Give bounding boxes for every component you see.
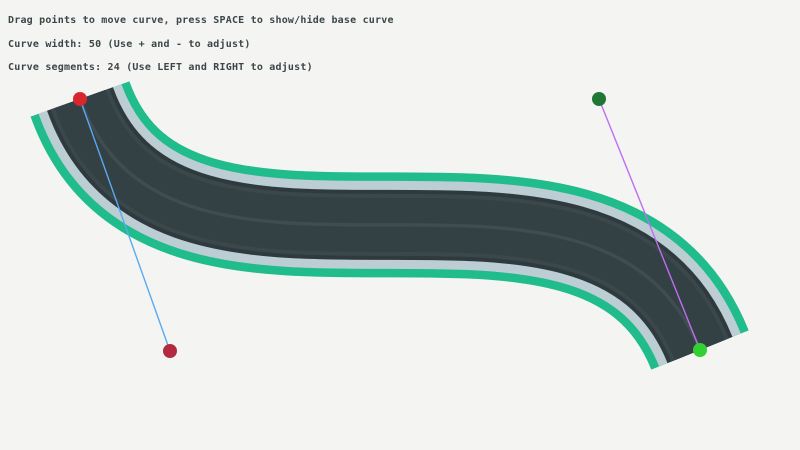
handle-line-start-control-1 <box>79 98 171 352</box>
instruction-drag-points: Drag points to move curve, press SPACE t… <box>8 15 394 26</box>
status-curve-segments: Curve segments: 24 (Use LEFT and RIGHT t… <box>8 62 313 73</box>
control-point-control-1[interactable] <box>163 344 177 358</box>
instructions-panel: Drag points to move curve, press SPACE t… <box>8 9 394 80</box>
control-point-start[interactable] <box>73 92 87 106</box>
control-point-end[interactable] <box>693 343 707 357</box>
road-centerline <box>78 98 702 351</box>
handle-line-control-2-end <box>598 98 701 351</box>
status-curve-width: Curve width: 50 (Use + and - to adjust) <box>8 38 251 50</box>
control-point-control-2[interactable] <box>592 92 606 106</box>
